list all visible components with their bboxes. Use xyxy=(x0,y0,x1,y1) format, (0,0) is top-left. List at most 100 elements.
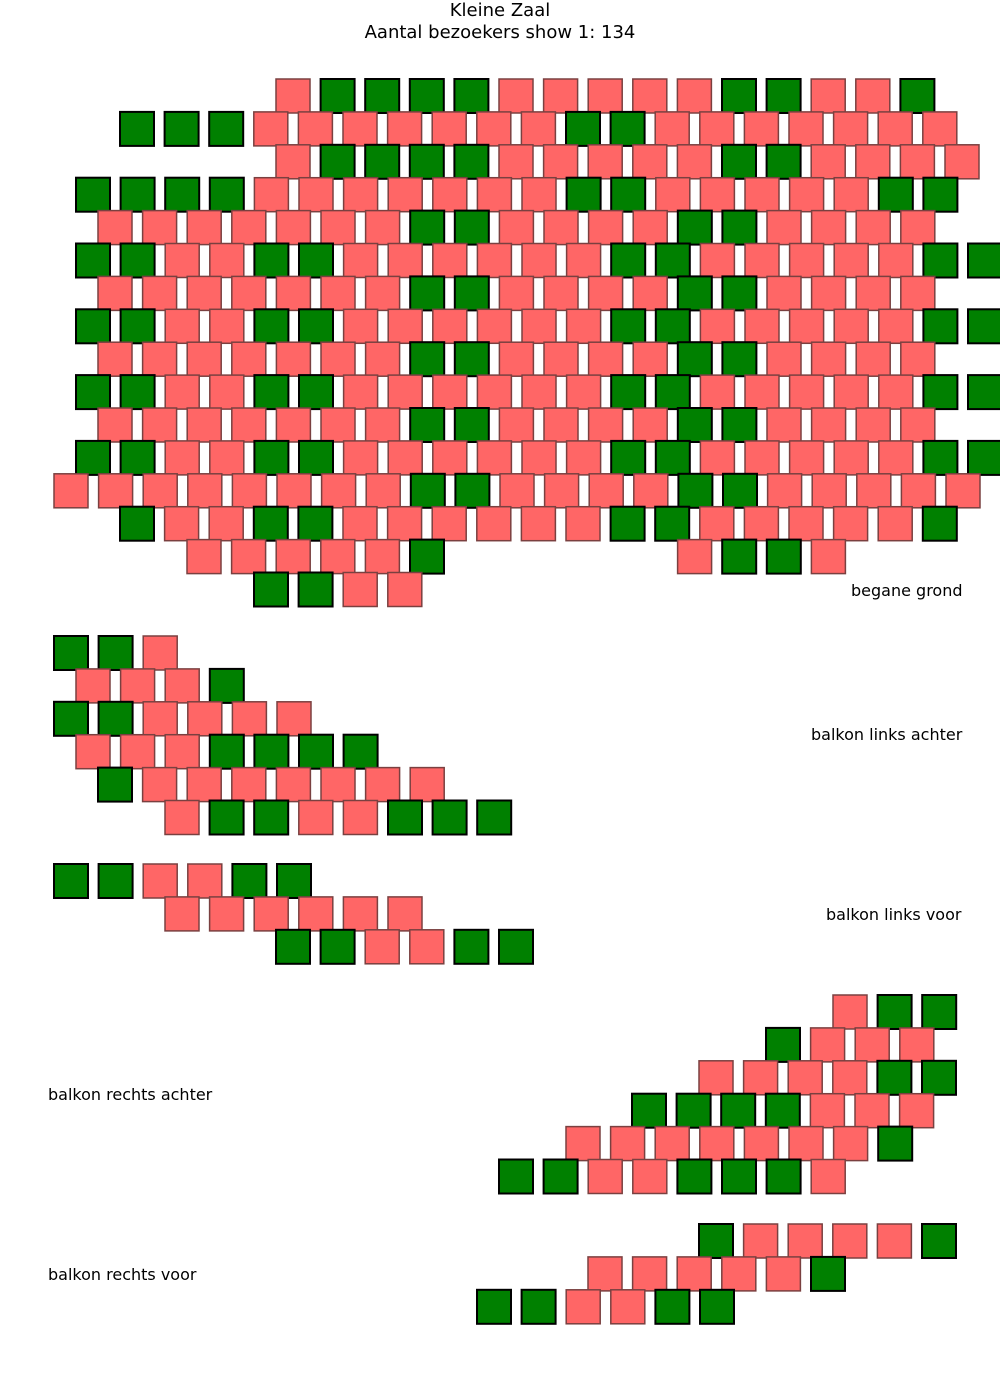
seat-occupied xyxy=(75,439,111,476)
seat-free xyxy=(676,144,713,180)
seat-free xyxy=(164,308,200,345)
seat-occupied xyxy=(765,143,802,180)
seat-occupied xyxy=(610,242,647,279)
seat-free xyxy=(275,766,312,803)
seat-occupied xyxy=(721,275,758,312)
seat-free xyxy=(811,473,847,509)
seat-free xyxy=(832,1223,868,1259)
seat-free xyxy=(253,111,289,147)
seat-free xyxy=(75,668,111,704)
seat-free xyxy=(542,144,579,180)
seat-free xyxy=(231,209,267,246)
seat-free xyxy=(520,505,557,542)
chart-title: Kleine Zaal xyxy=(449,0,551,21)
seat-free xyxy=(364,341,401,377)
seat-occupied xyxy=(75,374,111,411)
seat-free xyxy=(744,242,780,279)
seat-free xyxy=(565,242,602,279)
seat-occupied xyxy=(676,1158,713,1195)
seat-free xyxy=(699,308,736,345)
seat-free xyxy=(788,374,825,410)
seat-free xyxy=(833,440,869,476)
seat-free xyxy=(587,209,624,246)
seat-free xyxy=(476,440,513,476)
seat-occupied xyxy=(297,505,334,542)
seat-free xyxy=(187,473,223,509)
seat-free xyxy=(97,209,133,246)
seat-free xyxy=(186,275,222,312)
seat-free xyxy=(855,209,891,246)
seat-free xyxy=(186,209,222,246)
seat-free xyxy=(610,1289,646,1325)
seat-occupied xyxy=(364,78,401,114)
seat-occupied xyxy=(53,700,89,737)
seat-free xyxy=(275,144,311,180)
seat-occupied xyxy=(208,799,245,836)
seat-free xyxy=(743,505,780,542)
seat-occupied xyxy=(253,242,290,279)
seat-occupied xyxy=(409,341,446,378)
seat-occupied xyxy=(610,439,647,476)
seat-free xyxy=(320,341,356,377)
seat-free xyxy=(631,1256,668,1292)
seat-occupied xyxy=(699,1288,735,1325)
seat-free xyxy=(788,176,825,213)
seat-free xyxy=(275,78,311,114)
seat-free xyxy=(877,111,913,147)
seat-occupied xyxy=(276,863,312,899)
seat-occupied xyxy=(431,799,468,836)
seat-occupied xyxy=(453,275,490,312)
seat-free xyxy=(320,209,356,246)
seat-free xyxy=(498,144,534,180)
seat-free xyxy=(810,1158,846,1195)
seat-free xyxy=(855,275,891,312)
seat-occupied xyxy=(97,863,134,899)
seat-occupied xyxy=(454,472,491,509)
seat-occupied xyxy=(922,439,959,476)
seat-occupied xyxy=(765,538,802,575)
seat-free xyxy=(900,473,937,509)
seat-occupied xyxy=(298,374,334,411)
seat-occupied xyxy=(764,1092,801,1129)
seat-occupied xyxy=(319,78,356,114)
seat-free xyxy=(810,275,847,312)
seat-occupied xyxy=(409,407,446,443)
seat-free xyxy=(632,407,668,443)
seat-free xyxy=(855,407,891,443)
seat-free xyxy=(787,1223,823,1259)
seat-free xyxy=(565,1289,601,1325)
seat-free xyxy=(342,896,379,932)
seat-free xyxy=(898,1092,935,1129)
seat-occupied xyxy=(721,209,758,246)
seat-occupied xyxy=(319,143,356,180)
seat-free xyxy=(342,242,379,279)
seat-free xyxy=(320,407,356,443)
seat-free xyxy=(743,1125,780,1162)
seat-occupied xyxy=(610,308,647,345)
seat-free xyxy=(632,1158,668,1195)
seat-occupied xyxy=(654,439,691,476)
seat-occupied xyxy=(498,928,534,965)
seat-free xyxy=(164,440,200,476)
seat-occupied xyxy=(208,110,245,147)
seat-free xyxy=(721,1256,757,1292)
seat-occupied xyxy=(877,1125,914,1162)
seat-free xyxy=(97,407,133,443)
seat-occupied xyxy=(97,635,134,671)
section-balkon-links-voor xyxy=(53,863,534,965)
seat-occupied xyxy=(253,308,290,345)
seat-free xyxy=(833,176,869,213)
seat-free xyxy=(766,473,803,509)
seat-free xyxy=(832,1125,869,1162)
seat-free xyxy=(588,473,624,509)
seat-occupied xyxy=(876,1059,913,1096)
seat-free xyxy=(543,473,580,509)
seat-occupied xyxy=(453,928,490,965)
seat-free xyxy=(833,374,869,410)
seat-free xyxy=(876,1223,913,1259)
seat-occupied xyxy=(722,472,758,509)
seat-occupied xyxy=(922,374,959,411)
seat-occupied xyxy=(721,1158,757,1195)
seat-free xyxy=(899,1027,935,1063)
seat-free xyxy=(543,209,579,246)
